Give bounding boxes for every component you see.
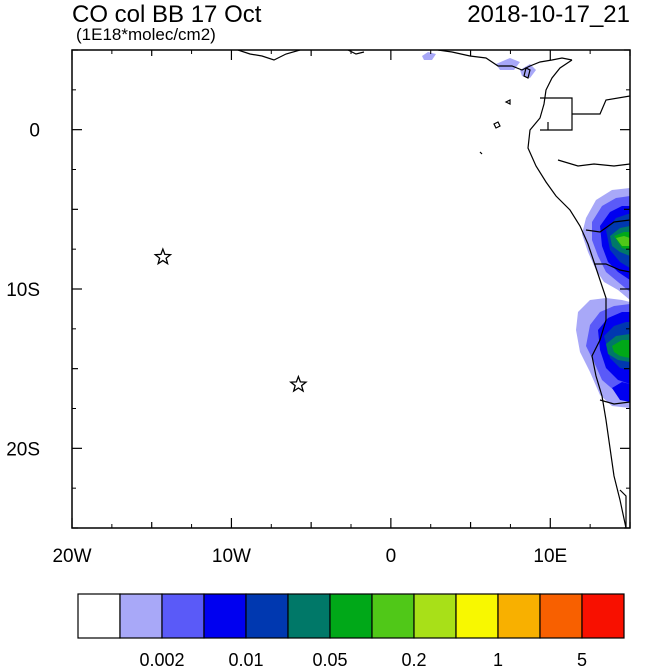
co-shade-green [612, 340, 630, 358]
x-tick-label: 10E [533, 546, 567, 567]
small-lake-outline [523, 67, 531, 79]
colorbar-swatch [245, 593, 289, 639]
gulf-of-guinea-coast [527, 59, 627, 528]
star-marker-1 [153, 247, 173, 266]
x-tick-label: 10W [212, 546, 251, 567]
colorbar-swatch [161, 593, 205, 639]
colorbar-swatch [455, 593, 499, 639]
annobon-island [479, 151, 483, 155]
map-title: CO col BB 17 Oct [72, 1, 262, 28]
units-label: (1E18*molec/cm2) [76, 25, 216, 44]
colorbar-label: 0.05 [312, 650, 347, 667]
colorbar-swatch [203, 593, 247, 639]
colorbar-swatch [287, 593, 331, 639]
colorbar-label: 0.002 [139, 650, 184, 667]
co-shade-lightgreen [616, 236, 630, 246]
colorbar-swatch [329, 593, 373, 639]
markers-layer [153, 247, 308, 393]
colorbar-label: 5 [577, 650, 587, 667]
colorbar-swatch [119, 593, 163, 639]
axis-ticks [71, 49, 631, 529]
datetime-label: 2018-10-17_21 [467, 1, 630, 28]
colorbar-swatch [497, 593, 541, 639]
colorbar-swatch [77, 593, 121, 639]
star-marker-2 [289, 374, 308, 393]
co-shade-blue [612, 382, 630, 402]
bioko-island [504, 99, 511, 105]
x-tick-label: 20W [52, 546, 91, 567]
y-tick-label: 10S [6, 280, 40, 301]
ocean-background [72, 50, 630, 528]
x-tick-label: 0 [386, 546, 397, 567]
y-tick-label: 0 [29, 121, 40, 142]
colorbar: 0.002 0.01 0.05 0.2 1 5 [77, 593, 625, 667]
colorbar-swatch [539, 593, 583, 639]
colorbar-swatch [371, 593, 415, 639]
colorbar-label: 0.2 [401, 650, 426, 667]
co-shading [422, 52, 630, 408]
y-tick-label: 20S [6, 439, 40, 460]
colorbar-swatch [581, 593, 625, 639]
plot-area: 20W 10W 0 10E 0 10S 20S [6, 49, 631, 567]
coastlines [237, 50, 630, 528]
sao-tome-island [493, 121, 501, 129]
axis-labels: 20W 10W 0 10E 0 10S 20S [6, 121, 567, 567]
colorbar-swatch [413, 593, 457, 639]
colorbar-label: 1 [493, 650, 503, 667]
co-shade-light [422, 52, 436, 60]
african-interior-borders [540, 95, 630, 528]
colorbar-label: 0.01 [228, 650, 263, 667]
